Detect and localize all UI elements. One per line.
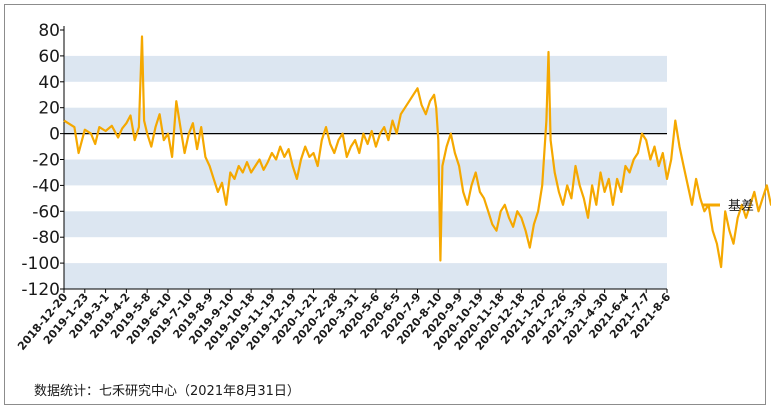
y-tick-label-2: 40 — [38, 73, 60, 93]
grid-band-0 — [64, 55, 667, 82]
y-tick-label-9: -100 — [21, 254, 60, 274]
legend-label: 基差 — [728, 199, 754, 214]
grid-band-1 — [64, 107, 667, 134]
series-layer — [63, 35, 771, 269]
y-axis: 80 60 40 20 0 -20 -40 -60 -80 -100 -120 — [21, 21, 65, 300]
grid-bands — [64, 55, 667, 289]
source-note: 数据统计：七禾研究中心（2021年8月31日） — [34, 384, 300, 399]
y-tick-label-0: 80 — [38, 21, 60, 41]
grid-band-4 — [64, 263, 667, 289]
y-tick-label-5: -20 — [32, 151, 60, 171]
grid-band-3 — [64, 211, 667, 238]
y-tick-label-1: 60 — [38, 47, 60, 67]
y-tick-label-3: 20 — [38, 99, 60, 119]
y-tick-label-6: -40 — [32, 176, 60, 196]
y-tick-label-7: -60 — [32, 202, 60, 222]
x-axis: 2018-12-202019-1-232019-3-12019-4-22019-… — [15, 288, 674, 353]
series-line-jicha — [63, 35, 771, 269]
y-tick-label-10: -120 — [21, 280, 60, 300]
grid-band-2 — [64, 159, 667, 186]
y-tick-label-4: 0 — [49, 125, 60, 145]
y-tick-label-8: -80 — [32, 228, 60, 248]
legend: 基差 — [702, 199, 754, 214]
